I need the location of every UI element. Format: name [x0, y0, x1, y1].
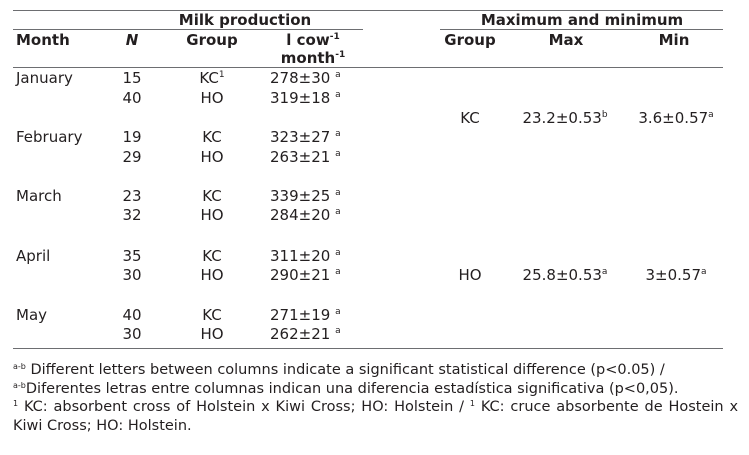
- cell-group: HO: [200, 266, 224, 284]
- maxmin-group: KC: [460, 109, 480, 127]
- cell-month: May: [16, 306, 48, 324]
- cell-group: HO: [200, 89, 224, 107]
- cell-milk: 284±20 a: [270, 206, 341, 224]
- cell-group: HO: [200, 206, 224, 224]
- maxmin-min: 3.6±0.57a: [638, 109, 714, 127]
- cell-month: April: [16, 247, 51, 265]
- cell-milk: 271±19 a: [270, 306, 341, 324]
- header-bottom-rule: [13, 67, 723, 68]
- max-min-underline: [440, 29, 723, 30]
- cell-milk: 339±25 a: [270, 187, 341, 205]
- cell-n: 35: [122, 247, 142, 265]
- cell-milk: 319±18 a: [270, 89, 341, 107]
- column-header-min: Min: [658, 31, 690, 49]
- footnote-significance-es: a-bDiferentes letras entre columnas indi…: [13, 380, 679, 397]
- cell-group: HO: [200, 325, 224, 343]
- cell-n: 40: [122, 89, 142, 107]
- column-header-milk-unit: l cow-1 month-1: [280, 31, 346, 67]
- footnote-groups: 1 KC: absorbent cross of Holstein x Kiwi…: [13, 399, 739, 434]
- maxmin-max: 23.2±0.53b: [522, 109, 608, 127]
- cell-milk: 263±21 a: [270, 148, 341, 166]
- cell-n: 30: [122, 266, 142, 284]
- column-header-group-2: Group: [444, 31, 496, 49]
- footnotes: a-b Different letters between columns in…: [13, 361, 738, 435]
- cell-milk: 290±21 a: [270, 266, 341, 284]
- table-bottom-rule: [13, 348, 723, 349]
- cell-month: March: [16, 187, 62, 205]
- maxmin-min: 3±0.57a: [645, 266, 707, 284]
- maxmin-max: 25.8±0.53a: [522, 266, 608, 284]
- column-header-max: Max: [548, 31, 584, 49]
- milk-production-underline: [13, 29, 363, 30]
- cell-group: KC1: [199, 69, 225, 87]
- cell-n: 29: [122, 148, 142, 166]
- cell-n: 19: [122, 128, 142, 146]
- cell-month: February: [16, 128, 83, 146]
- cell-milk: 311±20 a: [270, 247, 341, 265]
- max-min-heading: Maximum and minimum: [480, 11, 684, 29]
- column-header-group: Group: [186, 31, 238, 49]
- cell-group: KC: [202, 128, 222, 146]
- maxmin-group: HO: [458, 266, 482, 284]
- cell-milk: 262±21 a: [270, 325, 341, 343]
- cell-group: HO: [200, 148, 224, 166]
- cell-milk: 278±30 a: [270, 69, 341, 87]
- cell-n: 23: [122, 187, 142, 205]
- cell-n: 30: [122, 325, 142, 343]
- cell-n: 40: [122, 306, 142, 324]
- column-header-month: Month: [16, 31, 70, 49]
- cell-group: KC: [202, 306, 222, 324]
- cell-month: January: [16, 69, 73, 87]
- cell-milk: 323±27 a: [270, 128, 341, 146]
- top-rule: [13, 10, 723, 11]
- cell-n: 32: [122, 206, 142, 224]
- cell-n: 15: [122, 69, 142, 87]
- column-header-n: N: [125, 31, 139, 49]
- footnote-significance: a-b Different letters between columns in…: [13, 362, 665, 378]
- cell-group: KC: [202, 247, 222, 265]
- cell-group: KC: [202, 187, 222, 205]
- milk-production-heading: Milk production: [178, 11, 312, 29]
